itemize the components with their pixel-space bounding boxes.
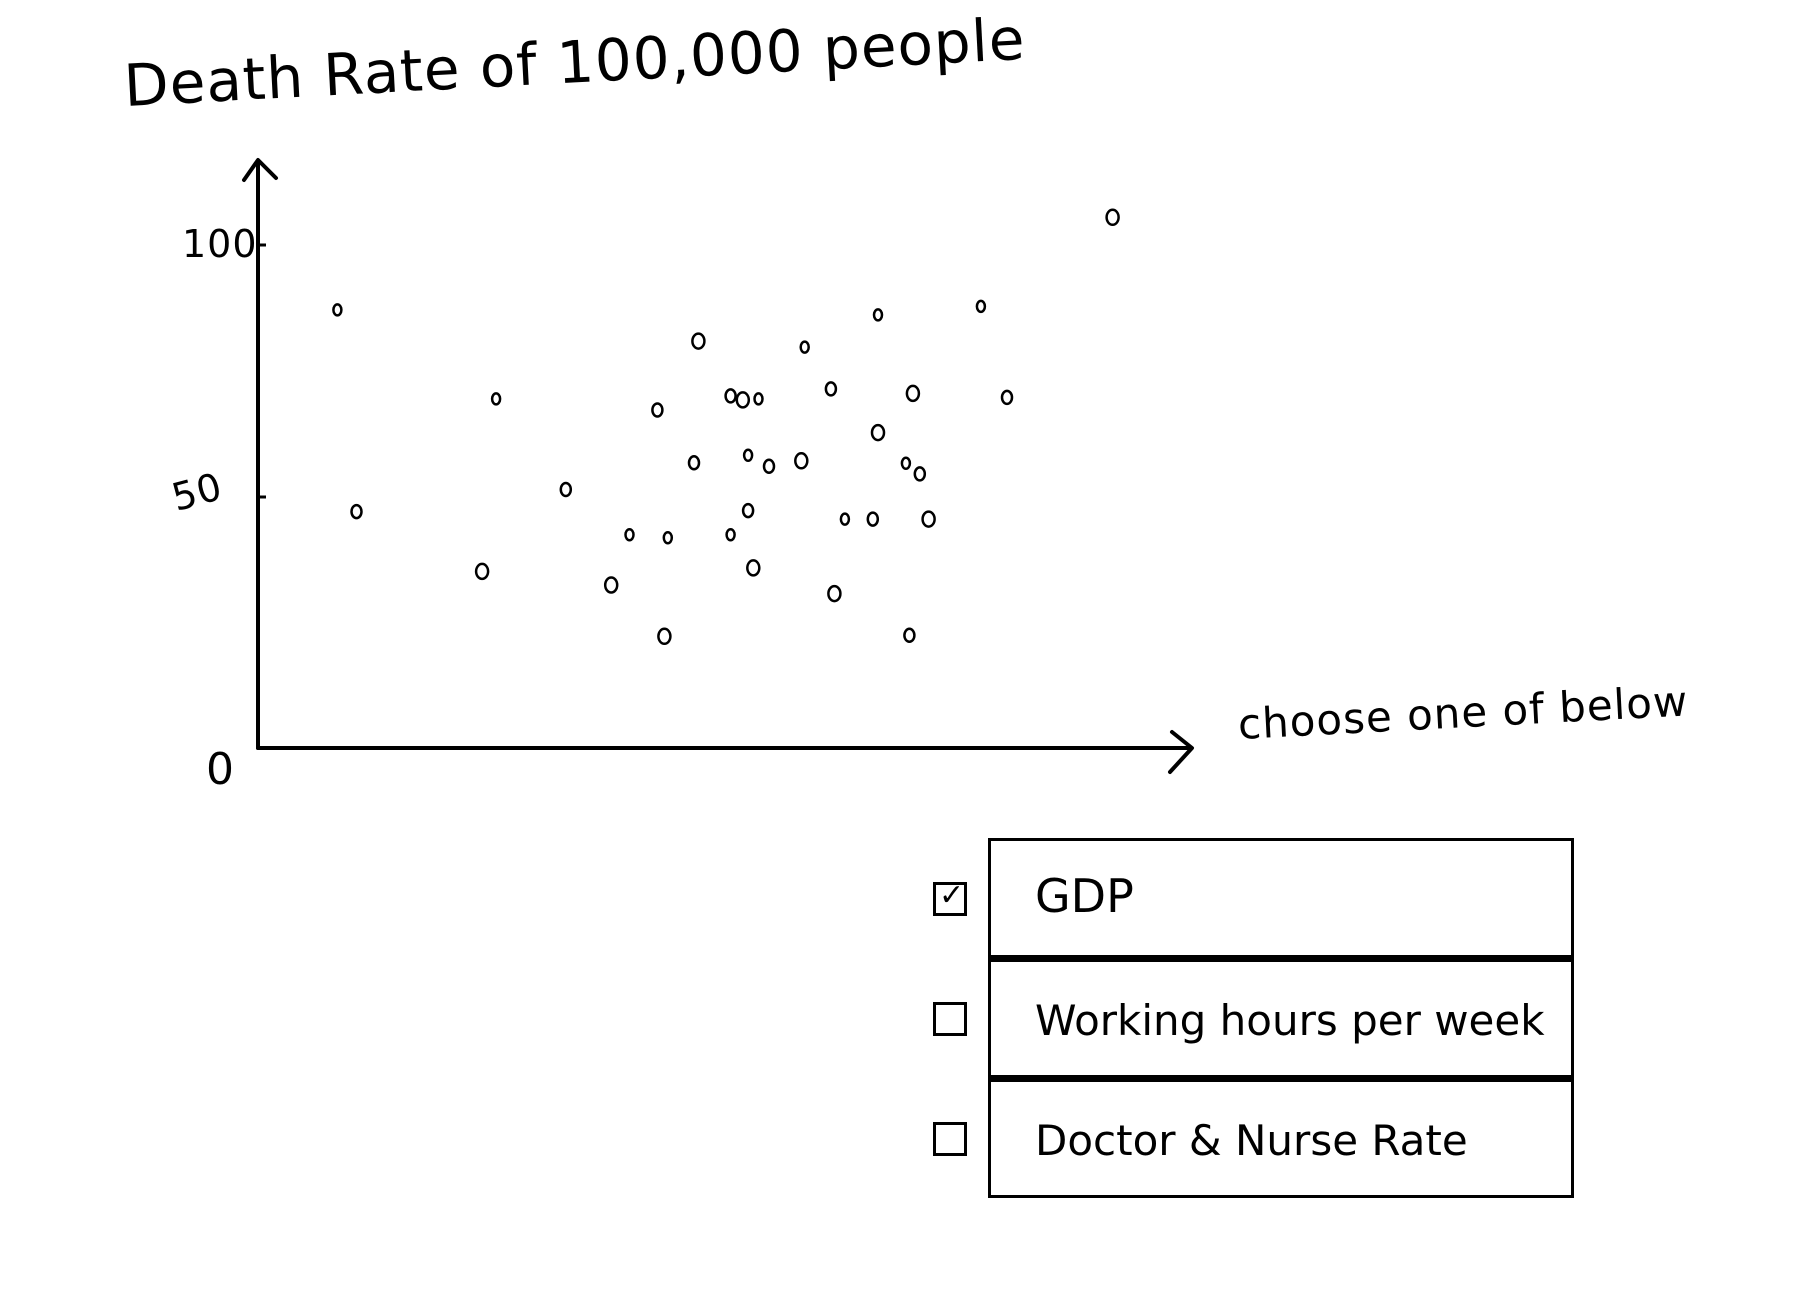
scatter-point xyxy=(900,456,912,471)
scatter-point xyxy=(921,510,936,528)
scatter-point xyxy=(872,308,884,322)
scatter-point xyxy=(350,503,363,520)
variable-option-doctor-nurse-rate[interactable]: Doctor & Nurse Rate xyxy=(933,1078,1578,1198)
scatter-point xyxy=(913,466,927,482)
scatter-point xyxy=(691,332,706,350)
gdp-option-label: GDP xyxy=(1035,869,1134,923)
scatter-point xyxy=(490,392,502,406)
scatter-point xyxy=(1105,208,1120,227)
scatter-point xyxy=(839,512,851,526)
gdp-option-box[interactable]: GDP xyxy=(988,838,1574,958)
scatter-point xyxy=(824,381,838,397)
scatter-point xyxy=(905,384,921,403)
scatter-point xyxy=(746,559,761,577)
scatter-point xyxy=(735,391,751,409)
gdp-checkbox[interactable]: ✓ xyxy=(933,878,967,916)
scatter-point xyxy=(742,448,754,463)
scatter-point xyxy=(975,299,987,314)
x-variable-selector: ✓ GDP Working hours per week Doctor & Nu… xyxy=(933,838,1578,1198)
variable-option-working-hours[interactable]: Working hours per week xyxy=(933,958,1578,1078)
scatter-point xyxy=(799,340,810,354)
scatter-point xyxy=(603,576,619,594)
scatter-point xyxy=(1000,389,1014,406)
scatter-point xyxy=(662,530,674,545)
x-axis-arrowhead xyxy=(1168,730,1194,774)
working-hours-option-label: Working hours per week xyxy=(1035,996,1545,1045)
scatter-point xyxy=(866,511,880,527)
scatter-point xyxy=(332,303,343,317)
chart-axes xyxy=(242,158,1194,774)
y-tick-label-0: 0 xyxy=(206,744,235,795)
working-hours-checkbox[interactable] xyxy=(933,1002,967,1036)
scatter-point xyxy=(741,502,755,519)
variable-option-gdp[interactable]: ✓ GDP xyxy=(933,838,1578,958)
scatter-point xyxy=(657,627,672,646)
check-icon: ✓ xyxy=(939,878,965,913)
scatter-point xyxy=(903,627,916,644)
y-tick-label-100: 100 xyxy=(182,222,258,266)
scatter-points xyxy=(332,208,1120,646)
doctor-nurse-rate-checkbox[interactable] xyxy=(933,1122,967,1156)
scatter-point xyxy=(624,527,635,542)
scatter-point xyxy=(870,423,886,442)
scatter-point xyxy=(724,388,737,404)
scatter-point xyxy=(559,481,573,498)
scatter-point xyxy=(753,392,764,406)
scatter-point xyxy=(827,584,842,603)
scatter-point xyxy=(651,402,664,418)
scatter-point xyxy=(762,458,776,475)
scatter-point xyxy=(687,455,701,471)
scatter-point xyxy=(725,527,736,542)
y-axis-arrowhead xyxy=(242,158,278,182)
scatter-point xyxy=(474,562,490,581)
doctor-nurse-rate-option-box[interactable]: Doctor & Nurse Rate xyxy=(988,1078,1574,1198)
doctor-nurse-rate-option-label: Doctor & Nurse Rate xyxy=(1035,1116,1468,1165)
scatter-point xyxy=(794,452,809,470)
working-hours-option-box[interactable]: Working hours per week xyxy=(988,958,1574,1078)
